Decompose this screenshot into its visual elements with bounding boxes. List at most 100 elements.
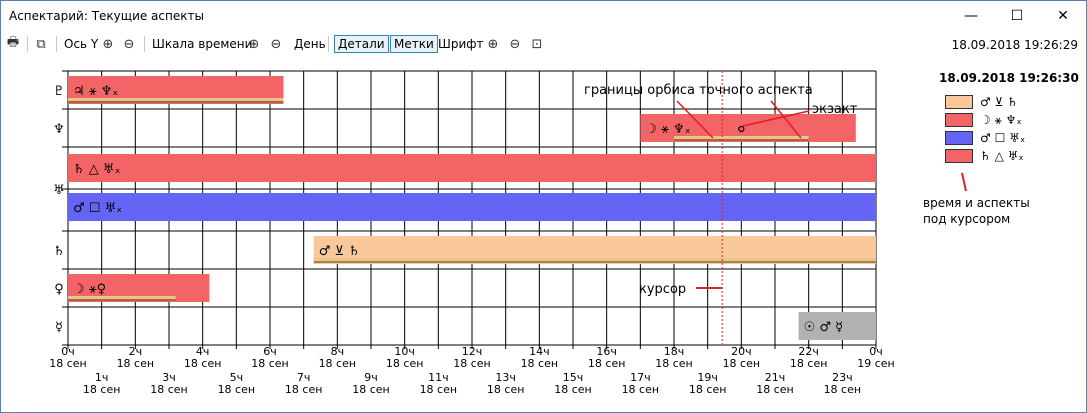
aspect-bar-label: ♄ △ ♅ₓ: [73, 162, 121, 177]
day-button[interactable]: День: [294, 37, 326, 51]
row-label: ☿: [55, 320, 63, 335]
title-bar: Аспектарий: Текущие аспекты — ☐ ✕: [1, 1, 1086, 31]
x-tick-sublabel: 18 сен: [487, 383, 525, 396]
x-tick-sublabel: 18 сен: [184, 357, 222, 370]
x-tick-sublabel: 18 сен: [689, 383, 727, 396]
legend-note-line: под курсором: [923, 212, 1011, 226]
x-tick-sublabel: 18 сен: [285, 383, 323, 396]
legend-title: 18.09.2018 19:26:30: [939, 71, 1079, 85]
x-tick-label: 8ч: [331, 345, 345, 358]
orb-bar: [313, 258, 876, 261]
toolbar-separator: [144, 36, 145, 52]
toolbar-separator: [27, 36, 28, 52]
orb-annotation: границы орбиса точного аспекта: [584, 83, 813, 98]
row-label: ♄: [53, 244, 65, 259]
legend-swatch: [945, 113, 973, 127]
x-tick-label: 1ч: [95, 371, 109, 384]
cursor-annotation: курсор: [639, 282, 686, 297]
orb-bar: [68, 296, 176, 299]
x-tick-label: 0ч: [61, 345, 75, 358]
legend-note-line: время и аспекты: [923, 196, 1030, 210]
font-zoom-out-button[interactable]: ⊖: [507, 35, 523, 53]
aspect-bar-label: ☽ ⚹♀: [73, 282, 106, 297]
window-title: Аспектарий: Текущие аспекты: [9, 9, 204, 23]
close-button[interactable]: ✕: [1057, 8, 1069, 24]
row-label: ♆: [53, 122, 65, 137]
legend-item: ♂ ⊻ ♄: [945, 95, 1018, 109]
legend-item: ♄ △ ♅ₓ: [945, 149, 1024, 163]
timescale-zoom-out-button[interactable]: ⊖: [268, 35, 284, 53]
row-label: ♅: [53, 183, 65, 198]
zoom-in-icon: ⊕: [102, 36, 114, 52]
row-label: ♀: [54, 282, 64, 297]
x-tick-sublabel: 18 сен: [723, 357, 761, 370]
legend-item: ☽ ⚹ ♆ₓ: [945, 113, 1022, 127]
x-tick-sublabel: 18 сен: [655, 357, 693, 370]
x-tick-label: 7ч: [297, 371, 311, 384]
aspect-bar: [68, 154, 876, 182]
zoom-fit-icon: ⊡: [531, 36, 543, 52]
printer-icon: 🖶: [6, 35, 20, 50]
aspect-bar-label: ☉ ♂ ☿: [804, 320, 844, 335]
orb-bar: [674, 136, 809, 139]
font-zoom-in-button[interactable]: ⊕: [485, 35, 501, 53]
zoom-out-icon: ⊖: [270, 36, 282, 52]
x-tick-sublabel: 18 сен: [824, 383, 862, 396]
x-tick-label: 3ч: [162, 371, 176, 384]
aspect-bar-label: ♂ ⊻ ♄: [319, 244, 360, 259]
annotation-arrow: [961, 172, 967, 192]
exact-marker: [738, 125, 745, 133]
x-tick-sublabel: 18 сен: [521, 357, 559, 370]
x-tick-sublabel: 18 сен: [251, 357, 289, 370]
x-tick-label: 12ч: [462, 345, 483, 358]
x-tick-sublabel: 18 сен: [49, 357, 87, 370]
aspect-bar: [798, 312, 876, 340]
maximize-button[interactable]: ☐: [1010, 8, 1024, 24]
x-tick-sublabel: 18 сен: [756, 383, 794, 396]
font-button[interactable]: Шрифт: [438, 37, 484, 51]
annotation-arrow: [770, 100, 802, 139]
zoom-out-icon: ⊖: [509, 36, 521, 52]
x-tick-sublabel: 18 сен: [83, 383, 121, 396]
axis-y-button[interactable]: Ось Y: [64, 37, 99, 51]
x-tick-label: 11ч: [428, 371, 449, 384]
x-tick-label: 13ч: [495, 371, 516, 384]
x-tick-sublabel: 18 сен: [117, 357, 155, 370]
minimize-button[interactable]: —: [964, 8, 978, 24]
aspect-bar-label: ♃ ⚹ ♆ₓ: [73, 84, 118, 99]
x-tick-sublabel: 18 сен: [218, 383, 256, 396]
x-tick-label: 0ч: [869, 345, 883, 358]
x-tick-sublabel: 19 сен: [857, 357, 895, 370]
x-tick-sublabel: 18 сен: [453, 357, 491, 370]
x-tick-label: 21ч: [765, 371, 786, 384]
x-tick-label: 16ч: [596, 345, 617, 358]
x-tick-label: 23ч: [832, 371, 853, 384]
annotation-arrow: [742, 110, 810, 127]
annotation-arrow: [676, 100, 714, 139]
toolbar-separator: [56, 36, 57, 52]
x-tick-label: 10ч: [394, 345, 415, 358]
timescale-zoom-in-button[interactable]: ⊕: [246, 35, 262, 53]
legend-item: ♂ ☐ ♅ₓ: [945, 131, 1025, 145]
axis-y-zoom-out-button[interactable]: ⊖: [121, 35, 137, 53]
x-tick-sublabel: 18 сен: [622, 383, 660, 396]
print-button[interactable]: 🖶: [5, 35, 21, 53]
legend-label: ♂ ☐ ♅ₓ: [980, 131, 1026, 145]
zoom-in-icon: ⊕: [248, 36, 260, 52]
legend-swatch: [945, 95, 973, 109]
fit-button[interactable]: ⊡: [529, 35, 545, 53]
legend-swatch: [945, 149, 973, 163]
x-tick-label: 19ч: [697, 371, 718, 384]
x-tick-sublabel: 18 сен: [386, 357, 424, 370]
timescale-button[interactable]: Шкала времени: [152, 37, 253, 51]
toolbar: 🖶 ⧉ Ось Y ⊕ ⊖ Шкала времени ⊕ ⊖ День Дет…: [1, 32, 1086, 56]
x-tick-label: 6ч: [263, 345, 277, 358]
x-tick-label: 18ч: [664, 345, 685, 358]
axis-y-zoom-in-button[interactable]: ⊕: [100, 35, 116, 53]
aspect-chart[interactable]: ♇ ♆ ♅ ♄ ♀ ☿ ♃ ⚹ ♆ₓ ☽ ⚹ ♆ₓ ♄ △ ♅ₓ ♂ ☐ ♅ₓ ♂ ⊻ ♄ ☽ ⚹♀ ☉…: [1, 61, 1086, 411]
labels-button[interactable]: Метки: [390, 35, 438, 53]
legend-swatch: [945, 131, 973, 145]
details-button[interactable]: Детали: [334, 35, 389, 53]
x-tick-label: 2ч: [129, 345, 143, 358]
copy-button[interactable]: ⧉: [33, 35, 49, 53]
